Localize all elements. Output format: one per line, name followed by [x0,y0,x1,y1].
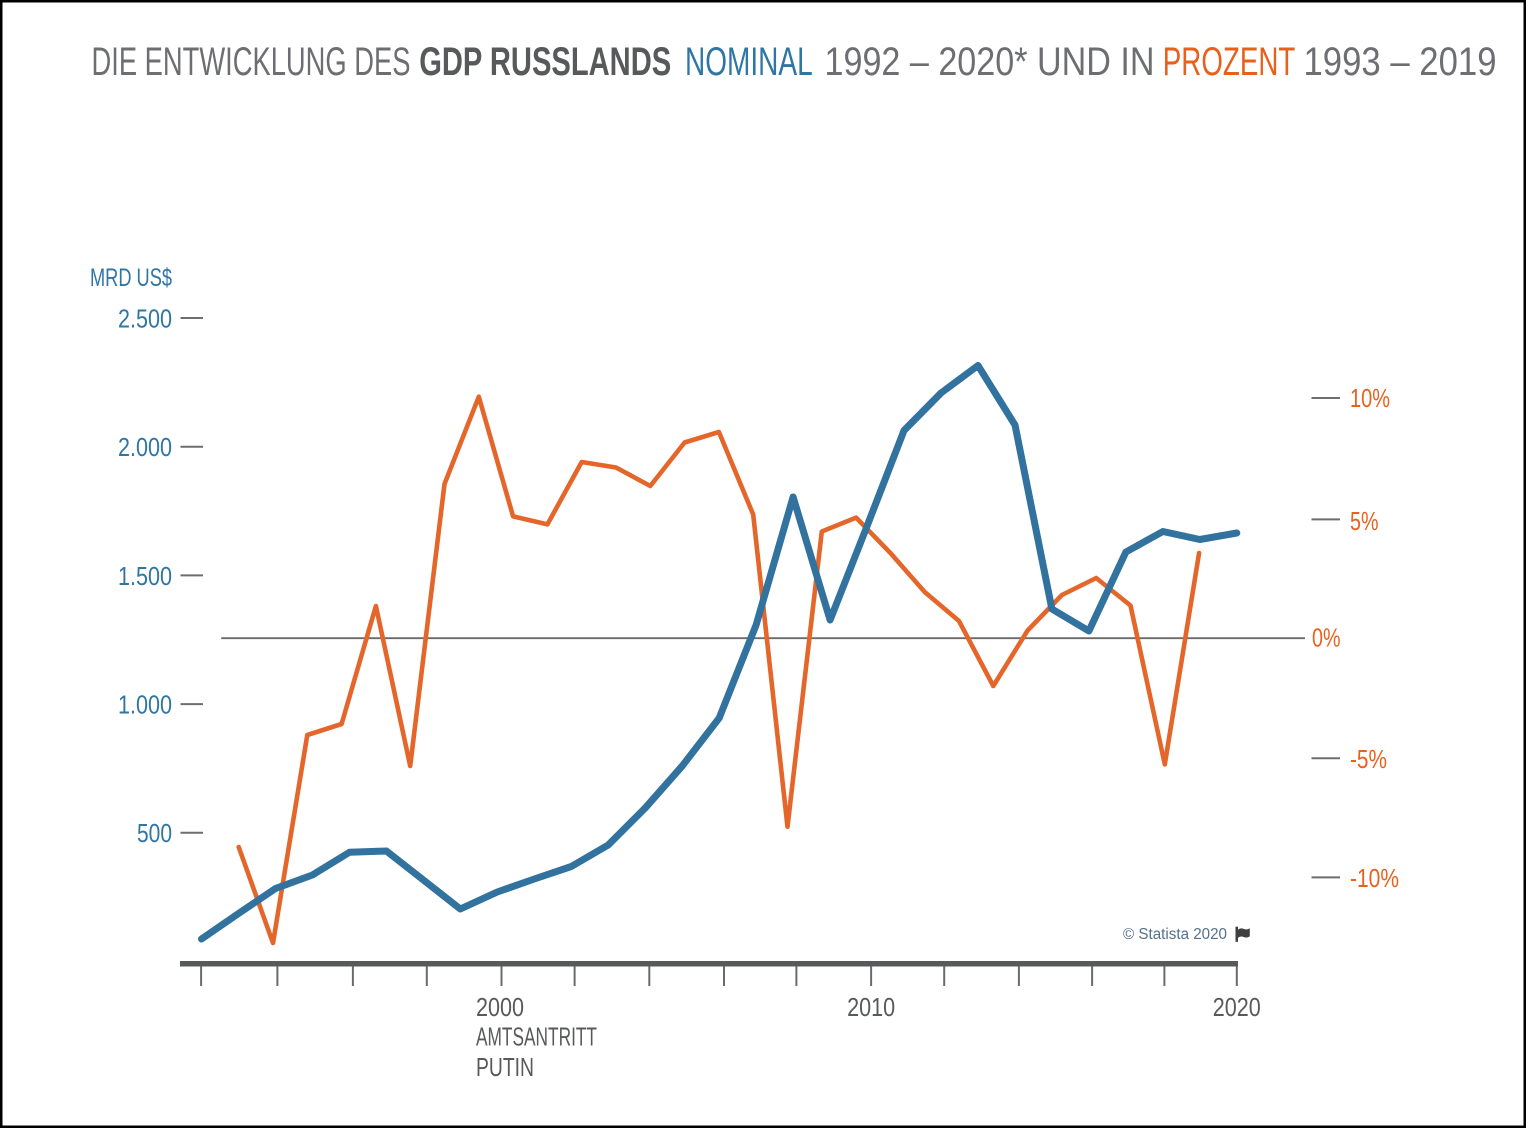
svg-text:5%: 5% [1350,506,1379,536]
svg-text:1.500: 1.500 [118,561,172,591]
svg-text:MRD US$: MRD US$ [90,264,172,292]
svg-text:-10%: -10% [1350,863,1399,893]
svg-text:NOMINAL: NOMINAL [685,40,813,84]
svg-text:2.000: 2.000 [118,432,172,462]
svg-text:2.500: 2.500 [118,303,172,333]
svg-text:10%: 10% [1350,383,1390,413]
svg-text:PROZENT: PROZENT [1163,40,1296,84]
svg-text:-5%: -5% [1350,744,1387,774]
svg-text:© Statista 2020: © Statista 2020 [1123,926,1227,943]
svg-text:AMTSANTRITT: AMTSANTRITT [476,1022,597,1052]
svg-text:500: 500 [137,818,172,848]
svg-text:2000: 2000 [476,992,524,1022]
svg-text:DIE ENTWICKLUNG DES: DIE ENTWICKLUNG DES [92,40,411,84]
svg-text:1993 – 2019: 1993 – 2019 [1304,40,1497,84]
svg-text:2020: 2020 [1213,992,1261,1022]
svg-text:1992 – 2020* UND IN: 1992 – 2020* UND IN [825,40,1155,84]
svg-text:0%: 0% [1312,623,1341,653]
svg-text:GDP RUSSLANDS: GDP RUSSLANDS [419,40,671,84]
svg-text:1.000: 1.000 [118,690,172,720]
svg-text:PUTIN: PUTIN [476,1052,534,1082]
svg-text:2010: 2010 [847,992,895,1022]
